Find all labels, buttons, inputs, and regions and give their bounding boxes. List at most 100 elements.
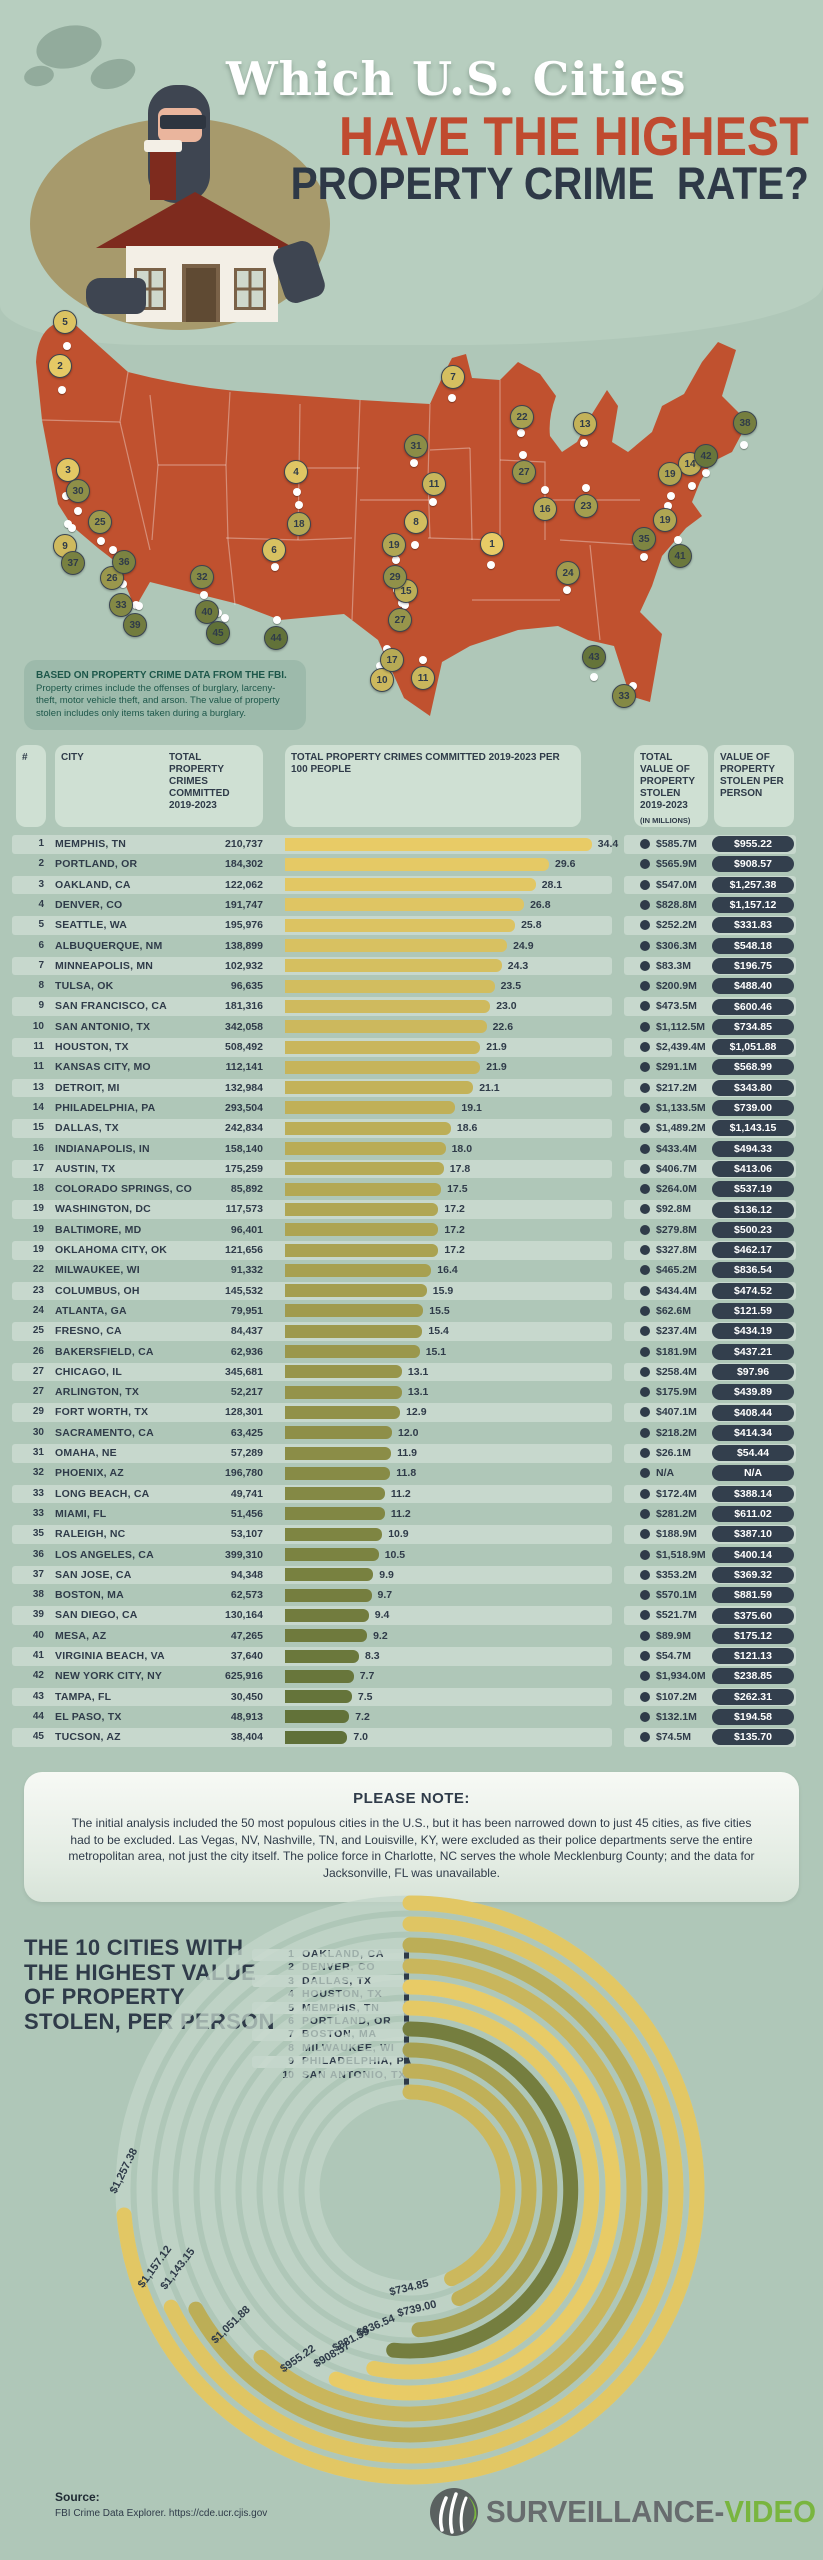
map-marker-boston: 38 xyxy=(733,411,757,435)
value-dot-icon xyxy=(640,1062,650,1073)
city-dot-icon xyxy=(411,541,419,549)
total-value-cell: $547.0M xyxy=(656,878,697,891)
rank-cell: 5 xyxy=(38,919,44,931)
city-cell: MEMPHIS, TN xyxy=(55,838,127,850)
city-dot-icon xyxy=(271,563,279,571)
rate-value: 7.7 xyxy=(359,1670,375,1683)
table-row: 19 OKLAHOMA CITY, OK 121,656 17.2 $327.8M $46… xyxy=(0,1240,823,1260)
total-value-cell: $565.9M xyxy=(656,858,697,871)
per-person-pill: $908.57 xyxy=(712,856,794,873)
city-dot-icon xyxy=(401,601,409,609)
per-person-pill: $474.52 xyxy=(712,1282,794,1299)
map-marker-seattle: 5 xyxy=(53,310,77,334)
total-crimes-cell: 145,532 xyxy=(225,1284,263,1297)
total-crimes-cell: 293,504 xyxy=(225,1101,263,1114)
rate-bar xyxy=(285,1629,368,1643)
surveillance-video-logo: SURVEILLANCE-VIDEO .COM xyxy=(428,2484,823,2540)
total-crimes-cell: 121,656 xyxy=(225,1244,263,1256)
total-value-cell: $1,934.0M xyxy=(656,1670,706,1683)
map-marker-los-angeles: 36 xyxy=(112,550,136,574)
per-person-pill: $488.40 xyxy=(712,978,794,995)
rank-cell: 15 xyxy=(32,1122,44,1134)
rate-value: 22.6 xyxy=(492,1020,514,1033)
sunglasses-icon xyxy=(160,115,206,129)
table-row: 4 DENVER, CO 191,747 26.8 $828.8M $1,157.12 xyxy=(0,895,823,915)
value-dot-icon xyxy=(640,1042,650,1052)
rank-cell: 9 xyxy=(38,1000,44,1012)
rate-bar xyxy=(285,1548,379,1562)
per-person-pill: $462.17 xyxy=(712,1242,794,1259)
rate-bar xyxy=(285,1426,392,1440)
city-cell: SEATTLE, WA xyxy=(55,919,128,932)
table-row: 38 BOSTON, MA 62,573 9.7 $570.1M $881.59 xyxy=(0,1585,823,1605)
map-marker-san-diego: 39 xyxy=(123,613,147,637)
city-cell: MILWAUKEE, WI xyxy=(55,1264,140,1277)
total-crimes-cell: 122,062 xyxy=(225,878,263,891)
map-marker-tampa: 43 xyxy=(582,645,606,669)
rate-value: 11.2 xyxy=(390,1487,411,1500)
col-header-total-crimes: TOTAL PROPERTY CRIMES COMMITTED 2019-202… xyxy=(163,745,263,827)
value-dot-icon xyxy=(640,1407,650,1418)
table-row: 36 LOS ANGELES, CA 399,310 10.5 $1,518.9M $40… xyxy=(0,1545,823,1565)
city-cell: SAN JOSE, CA xyxy=(55,1568,132,1581)
city-dot-icon xyxy=(429,498,437,506)
city-cell: BALTIMORE, MD xyxy=(55,1223,142,1236)
rank-cell: 16 xyxy=(32,1142,44,1154)
rank-cell: 6 xyxy=(38,939,44,951)
per-person-pill: $121.59 xyxy=(712,1303,794,1320)
total-crimes-cell: 62,936 xyxy=(230,1345,263,1358)
per-person-pill: $97.96 xyxy=(712,1363,794,1380)
ring-arc-philadelphia-pa xyxy=(402,2063,537,2306)
per-person-pill: $262.31 xyxy=(712,1688,794,1705)
map-marker-sacramento: 30 xyxy=(66,479,90,503)
rank-cell: 19 xyxy=(32,1223,44,1235)
rate-bar xyxy=(285,1081,474,1095)
table-row: 24 ATLANTA, GA 79,951 15.5 $62.6M $121.59 xyxy=(0,1301,823,1321)
total-crimes-cell: 508,492 xyxy=(225,1041,263,1053)
city-cell: SACRAMENTO, CA xyxy=(55,1426,154,1439)
value-dot-icon xyxy=(640,1590,650,1601)
camera-lens-icon xyxy=(430,2488,478,2536)
rank-cell: 18 xyxy=(32,1183,44,1195)
rank-cell: 31 xyxy=(32,1447,44,1458)
table-row: 33 MIAMI, FL 51,456 11.2 $281.2M $611.02 xyxy=(0,1504,823,1524)
please-note-title: PLEASE NOTE: xyxy=(353,1790,470,1807)
ring-arc-portland-or xyxy=(366,2000,600,2380)
map-marker-detroit: 13 xyxy=(573,412,597,436)
total-value-cell: $172.4M xyxy=(656,1487,697,1500)
rank-cell: 3 xyxy=(38,878,44,890)
rank-cell: 44 xyxy=(32,1710,44,1722)
rate-bar xyxy=(285,1304,424,1318)
rate-value: 9.7 xyxy=(377,1589,393,1602)
rank-cell: 2 xyxy=(38,858,44,870)
per-person-pill: $54.44 xyxy=(712,1445,794,1462)
table-row: 37 SAN JOSE, CA 94,348 9.9 $353.2M $369.32 xyxy=(0,1565,823,1585)
col-header-per-person: VALUE OF PROPERTY STOLEN PER PERSON xyxy=(714,745,794,827)
total-crimes-cell: 210,737 xyxy=(225,838,263,850)
city-cell: TAMPA, FL xyxy=(55,1690,112,1703)
ring-arc-houston-tx xyxy=(253,1958,642,2422)
per-person-pill: $400.14 xyxy=(712,1546,794,1563)
city-dot-icon xyxy=(63,342,71,350)
map-marker-tucson: 45 xyxy=(206,621,230,645)
rate-value: 17.2 xyxy=(444,1203,465,1216)
total-value-cell: $252.2M xyxy=(656,919,697,932)
city-dot-icon xyxy=(582,484,590,492)
total-value-cell: $132.1M xyxy=(656,1710,697,1723)
rank-cell: 33 xyxy=(32,1507,44,1519)
col-header-total-value: TOTAL VALUE OF PROPERTY STOLEN 2019-2023… xyxy=(634,745,708,827)
city-cell: OAKLAND, CA xyxy=(55,878,131,891)
city-cell: LOS ANGELES, CA xyxy=(55,1548,154,1561)
total-value-cell: N/A xyxy=(656,1467,675,1480)
table-row: 30 SACRAMENTO, CA 63,425 12.0 $218.2M $414.34 xyxy=(0,1423,823,1443)
city-cell: PHOENIX, AZ xyxy=(55,1467,124,1480)
rate-value: 17.2 xyxy=(444,1223,465,1236)
value-dot-icon xyxy=(640,859,650,870)
map-marker-san-jose: 37 xyxy=(61,551,85,575)
rate-bar xyxy=(285,1730,348,1744)
rate-value: 18.6 xyxy=(456,1122,478,1135)
city-cell: MESA, AZ xyxy=(55,1629,107,1642)
rate-value: 24.3 xyxy=(507,959,529,972)
per-person-pill: $734.85 xyxy=(712,1018,794,1035)
total-value-cell: $281.2M xyxy=(656,1507,697,1520)
